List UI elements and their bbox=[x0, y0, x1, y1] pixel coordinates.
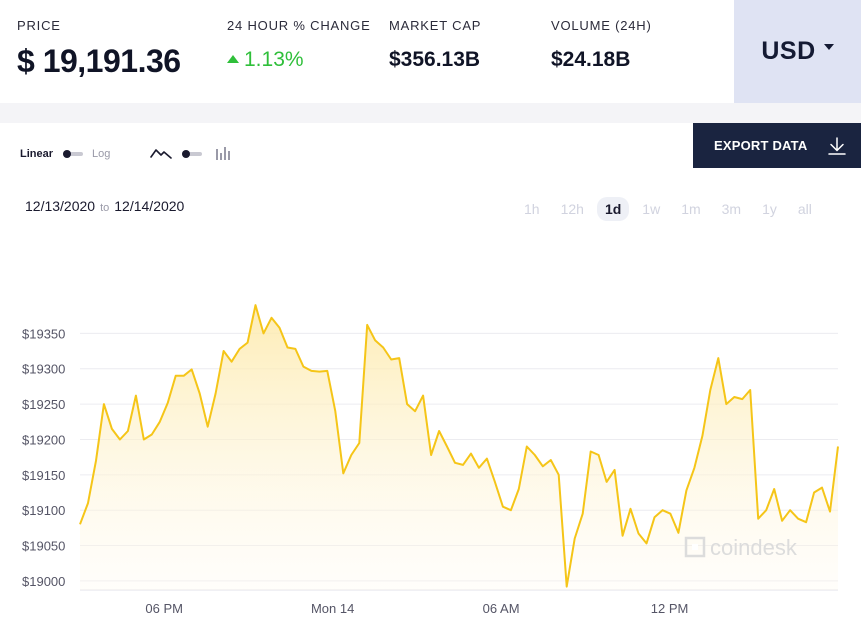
date-range: 12/13/2020 to 12/14/2020 bbox=[25, 198, 184, 214]
date-from[interactable]: 12/13/2020 bbox=[25, 198, 96, 214]
scale-switch-track bbox=[63, 152, 84, 156]
chart-panel: Linear Log EXPORT DATA bbox=[0, 123, 861, 627]
chart-type-switch[interactable] bbox=[182, 150, 203, 158]
log-option[interactable]: Log bbox=[92, 148, 111, 160]
volume-stat: VOLUME (24H) $24.18B bbox=[551, 18, 652, 72]
date-to-label: to bbox=[100, 202, 110, 214]
linear-option[interactable]: Linear bbox=[20, 148, 54, 160]
y-tick-label: $19000 bbox=[22, 574, 65, 589]
market-cap-value: $356.13B bbox=[389, 48, 481, 71]
market-cap-stat: MARKET CAP $356.13B bbox=[389, 18, 481, 72]
scale-switch-knob bbox=[63, 150, 72, 158]
y-tick-label: $19300 bbox=[22, 362, 65, 377]
chart-type-switch-track bbox=[182, 152, 203, 156]
volume-label: VOLUME (24H) bbox=[551, 18, 652, 33]
price-area-fill bbox=[80, 305, 838, 590]
y-tick-label: $19250 bbox=[22, 397, 65, 412]
price-value: $ 19,191.36 bbox=[17, 43, 181, 79]
chart-controls: Linear Log bbox=[20, 144, 231, 164]
x-tick-label: 06 PM bbox=[145, 601, 183, 616]
range-button-1m[interactable]: 1m bbox=[681, 201, 701, 217]
price-label: PRICE bbox=[17, 18, 61, 33]
range-button-12h[interactable]: 12h bbox=[560, 201, 584, 217]
price-series-line bbox=[79, 304, 839, 588]
caret-down-icon bbox=[823, 43, 834, 50]
line-chart-icon[interactable] bbox=[150, 147, 173, 161]
export-data-label: EXPORT DATA bbox=[714, 138, 808, 153]
x-tick-label: 06 AM bbox=[483, 601, 520, 616]
chart-type-switch-knob bbox=[182, 150, 191, 158]
coindesk-logo-icon bbox=[684, 536, 706, 558]
range-button-all[interactable]: all bbox=[797, 201, 812, 217]
change-value: 1.13% bbox=[244, 48, 304, 71]
download-icon bbox=[828, 137, 846, 155]
y-tick-label: $19150 bbox=[22, 468, 65, 483]
price-stat: PRICE $ 19,191.36 bbox=[17, 18, 181, 80]
range-button-1w[interactable]: 1w bbox=[642, 201, 661, 217]
scale-switch[interactable] bbox=[63, 150, 84, 158]
currency-label: USD bbox=[761, 37, 816, 65]
y-tick-label: $19200 bbox=[22, 432, 65, 447]
currency-dropdown[interactable]: USD bbox=[734, 0, 861, 103]
date-to[interactable]: 12/14/2020 bbox=[114, 198, 185, 214]
coindesk-watermark: coindesk bbox=[684, 535, 798, 560]
y-tick-label: $19050 bbox=[22, 539, 65, 554]
time-range-selector: 1h 12h 1d 1w 1m 3m 1y all bbox=[516, 196, 825, 222]
y-tick-label: $19100 bbox=[22, 503, 65, 518]
change-stat: 24 HOUR % CHANGE 1.13% bbox=[227, 18, 371, 72]
range-button-3m[interactable]: 3m bbox=[721, 201, 742, 217]
market-cap-label: MARKET CAP bbox=[389, 18, 482, 33]
change-label: 24 HOUR % CHANGE bbox=[227, 18, 371, 33]
y-tick-label: $19350 bbox=[22, 326, 65, 341]
volume-value: $24.18B bbox=[551, 48, 631, 71]
x-tick-label: Mon 14 bbox=[311, 601, 354, 616]
range-button-1y[interactable]: 1y bbox=[762, 201, 777, 217]
coindesk-watermark-text: coindesk bbox=[710, 535, 798, 560]
export-data-button[interactable]: EXPORT DATA bbox=[693, 123, 861, 168]
up-arrow-icon bbox=[227, 55, 239, 63]
x-tick-label: 12 PM bbox=[651, 601, 689, 616]
bar-chart-icon[interactable] bbox=[215, 147, 231, 161]
change-value-wrap: 1.13% bbox=[227, 48, 371, 72]
price-chart[interactable]: $19000 $19050 $19100 $19150 $19200 $19250 $193… bbox=[0, 123, 861, 627]
range-button-1d[interactable]: 1d bbox=[596, 197, 630, 221]
range-button-1h[interactable]: 1h bbox=[524, 201, 540, 217]
price-summary-bar: PRICE $ 19,191.36 24 HOUR % CHANGE 1.13%… bbox=[0, 0, 861, 103]
